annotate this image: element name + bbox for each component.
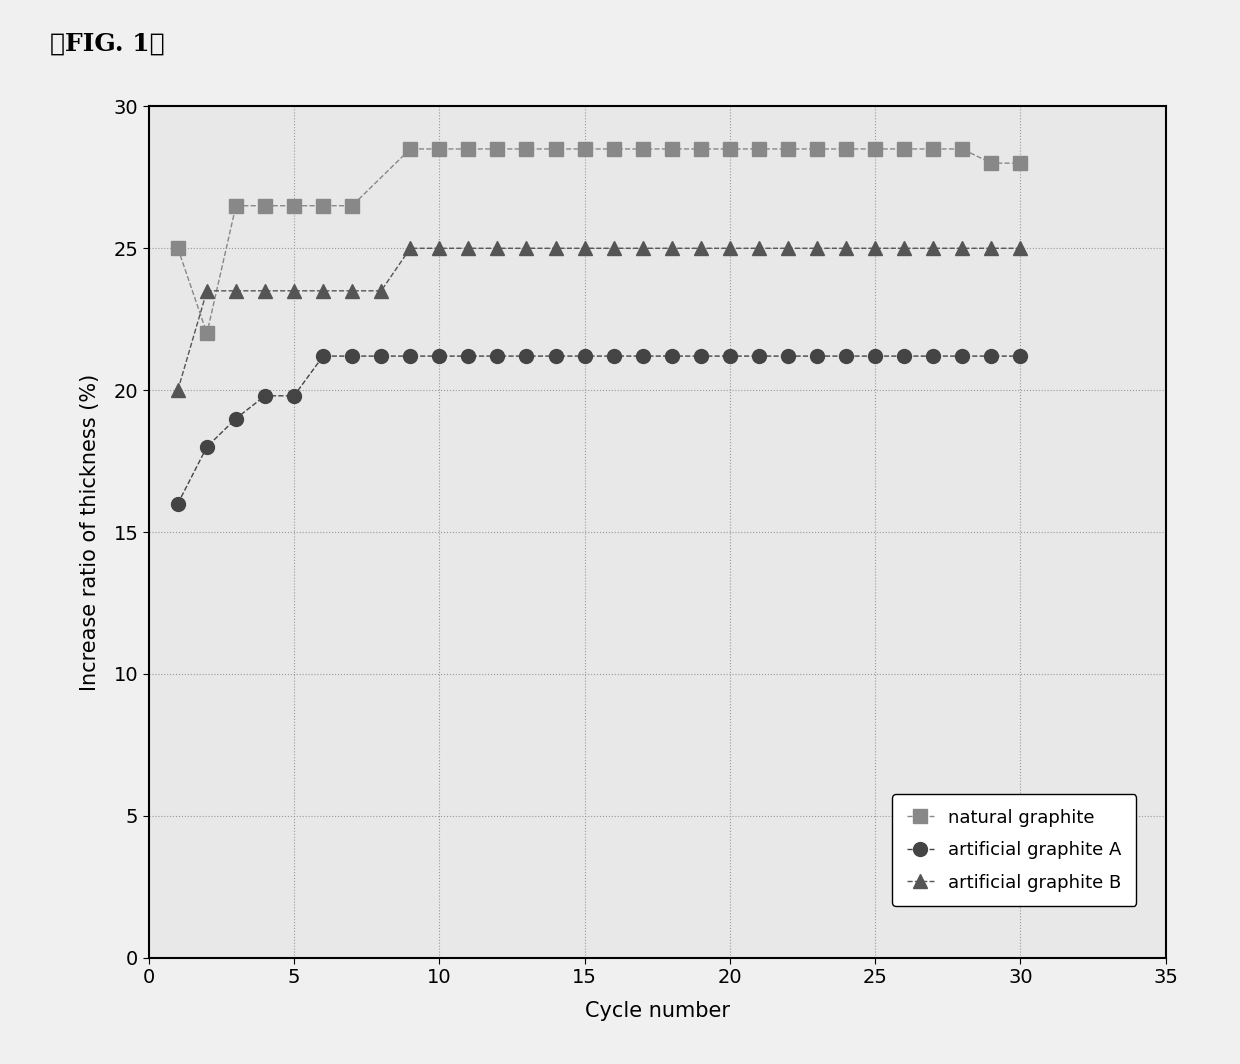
artificial graphite A <box>461 350 476 363</box>
natural graphite <box>810 143 825 155</box>
artificial graphite A <box>635 350 650 363</box>
artificial graphite A <box>1013 350 1028 363</box>
natural graphite <box>490 143 505 155</box>
Y-axis label: Increase ratio of thickness (%): Increase ratio of thickness (%) <box>79 373 99 691</box>
artificial graphite B <box>635 242 650 254</box>
X-axis label: Cycle number: Cycle number <box>585 1001 729 1020</box>
artificial graphite B <box>723 242 738 254</box>
natural graphite <box>693 143 708 155</box>
natural graphite <box>345 199 360 212</box>
artificial graphite A <box>868 350 883 363</box>
natural graphite <box>635 143 650 155</box>
Text: 【FIG. 1】: 【FIG. 1】 <box>50 32 164 56</box>
natural graphite <box>868 143 883 155</box>
artificial graphite B <box>926 242 941 254</box>
artificial graphite B <box>373 284 388 297</box>
natural graphite <box>751 143 766 155</box>
artificial graphite A <box>345 350 360 363</box>
natural graphite <box>403 143 418 155</box>
artificial graphite B <box>403 242 418 254</box>
artificial graphite A <box>983 350 998 363</box>
natural graphite <box>780 143 795 155</box>
artificial graphite B <box>868 242 883 254</box>
artificial graphite B <box>228 284 243 297</box>
artificial graphite A <box>606 350 621 363</box>
artificial graphite A <box>665 350 680 363</box>
natural graphite <box>520 143 534 155</box>
artificial graphite B <box>461 242 476 254</box>
artificial graphite B <box>983 242 998 254</box>
artificial graphite B <box>1013 242 1028 254</box>
artificial graphite B <box>606 242 621 254</box>
artificial graphite A <box>693 350 708 363</box>
artificial graphite A <box>926 350 941 363</box>
artificial graphite B <box>548 242 563 254</box>
natural graphite <box>548 143 563 155</box>
artificial graphite A <box>897 350 911 363</box>
Line: artificial graphite A: artificial graphite A <box>171 349 1027 511</box>
artificial graphite A <box>577 350 591 363</box>
natural graphite <box>983 156 998 169</box>
artificial graphite A <box>780 350 795 363</box>
natural graphite <box>926 143 941 155</box>
artificial graphite A <box>170 497 185 510</box>
natural graphite <box>316 199 331 212</box>
artificial graphite B <box>432 242 446 254</box>
artificial graphite A <box>200 440 215 453</box>
artificial graphite A <box>810 350 825 363</box>
artificial graphite A <box>286 389 301 402</box>
artificial graphite B <box>316 284 331 297</box>
artificial graphite B <box>751 242 766 254</box>
natural graphite <box>1013 156 1028 169</box>
artificial graphite A <box>316 350 331 363</box>
natural graphite <box>665 143 680 155</box>
artificial graphite B <box>693 242 708 254</box>
artificial graphite A <box>548 350 563 363</box>
natural graphite <box>955 143 970 155</box>
artificial graphite B <box>200 284 215 297</box>
artificial graphite B <box>170 384 185 397</box>
artificial graphite A <box>373 350 388 363</box>
natural graphite <box>432 143 446 155</box>
Line: artificial graphite B: artificial graphite B <box>171 242 1027 397</box>
artificial graphite A <box>403 350 418 363</box>
artificial graphite B <box>665 242 680 254</box>
natural graphite <box>200 327 215 339</box>
artificial graphite B <box>520 242 534 254</box>
artificial graphite B <box>810 242 825 254</box>
artificial graphite B <box>955 242 970 254</box>
artificial graphite B <box>838 242 853 254</box>
artificial graphite B <box>577 242 591 254</box>
natural graphite <box>606 143 621 155</box>
natural graphite <box>577 143 591 155</box>
artificial graphite B <box>345 284 360 297</box>
artificial graphite A <box>258 389 273 402</box>
Legend: natural graphite, artificial graphite A, artificial graphite B: natural graphite, artificial graphite A,… <box>893 794 1136 907</box>
artificial graphite A <box>955 350 970 363</box>
artificial graphite A <box>751 350 766 363</box>
artificial graphite A <box>838 350 853 363</box>
natural graphite <box>228 199 243 212</box>
natural graphite <box>258 199 273 212</box>
artificial graphite B <box>897 242 911 254</box>
natural graphite <box>286 199 301 212</box>
natural graphite <box>838 143 853 155</box>
artificial graphite A <box>228 412 243 425</box>
artificial graphite A <box>520 350 534 363</box>
artificial graphite B <box>258 284 273 297</box>
artificial graphite A <box>432 350 446 363</box>
natural graphite <box>897 143 911 155</box>
artificial graphite A <box>723 350 738 363</box>
Line: natural graphite: natural graphite <box>171 142 1027 340</box>
artificial graphite B <box>286 284 301 297</box>
artificial graphite B <box>780 242 795 254</box>
natural graphite <box>170 242 185 254</box>
artificial graphite A <box>490 350 505 363</box>
artificial graphite B <box>490 242 505 254</box>
natural graphite <box>723 143 738 155</box>
natural graphite <box>461 143 476 155</box>
